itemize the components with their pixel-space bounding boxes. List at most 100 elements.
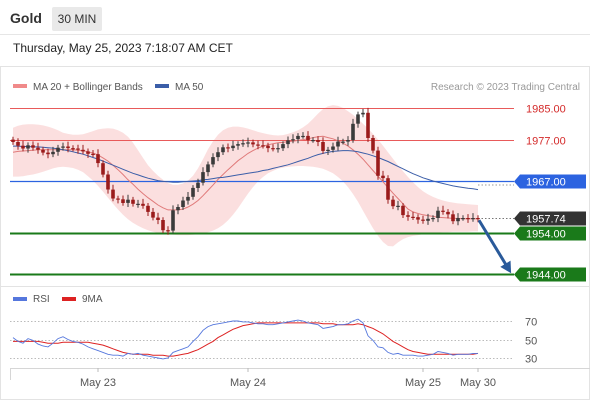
- ma20-line: [12, 135, 478, 220]
- candle-body: [301, 135, 305, 138]
- candle-body: [211, 157, 215, 165]
- candle: [21, 140, 25, 152]
- candle-body: [461, 218, 465, 220]
- candle-body: [291, 139, 295, 141]
- arrow-shaft: [477, 219, 510, 269]
- timeframe-button[interactable]: 30 MIN: [52, 7, 102, 31]
- candle: [411, 211, 415, 220]
- candle: [136, 199, 140, 208]
- candle: [26, 142, 30, 153]
- candle: [61, 142, 65, 151]
- candle-body: [321, 142, 325, 151]
- candle-body: [416, 217, 420, 220]
- candle: [141, 198, 145, 209]
- candle-body: [366, 112, 370, 138]
- candle-body: [141, 203, 145, 206]
- candle: [276, 143, 280, 153]
- candle-body: [361, 112, 365, 115]
- rsi-9ma-line: [13, 322, 479, 357]
- header-divider: [0, 34, 590, 35]
- candle-body: [376, 150, 380, 176]
- candle-body: [226, 147, 230, 149]
- candle-body: [56, 147, 60, 152]
- candle: [461, 215, 465, 221]
- candle: [406, 211, 410, 221]
- candle-body: [71, 148, 75, 150]
- legend-label-ma50: MA 50: [175, 82, 204, 93]
- candle-body: [196, 182, 200, 188]
- candle-body: [206, 164, 210, 173]
- candle: [231, 140, 235, 151]
- candle-body: [116, 198, 120, 200]
- candle-body: [316, 140, 320, 142]
- candle-body: [251, 142, 255, 145]
- legend-ma50: MA 50: [155, 82, 204, 93]
- rsi-line: [12, 318, 478, 360]
- candle: [236, 141, 240, 150]
- candle: [456, 213, 460, 226]
- candle: [291, 134, 295, 144]
- candle: [376, 146, 380, 180]
- candle-body: [236, 144, 240, 146]
- candle-body: [151, 211, 155, 218]
- candle: [446, 209, 450, 219]
- candle: [176, 204, 180, 215]
- candle: [166, 226, 170, 235]
- candle: [256, 140, 260, 150]
- candle: [171, 205, 175, 234]
- arrow-head: [500, 260, 512, 274]
- level-label-text: 1944.00: [526, 270, 566, 282]
- candle-body: [51, 151, 55, 155]
- candle: [211, 153, 215, 168]
- candle-body: [96, 154, 100, 164]
- candle-body: [11, 139, 15, 142]
- candle-body: [31, 145, 35, 148]
- candle: [326, 146, 330, 155]
- candle-body: [286, 140, 290, 145]
- candle-body: [386, 178, 390, 200]
- candle: [396, 200, 400, 211]
- candle: [346, 136, 350, 146]
- level-labels: 1985.00 1977.00 1967.00 1957.74 1954.00 1944.…: [514, 104, 586, 282]
- ma50-line: [13, 145, 479, 191]
- candle-body: [166, 230, 170, 232]
- candle: [111, 184, 115, 202]
- x-tick-label: May 30: [460, 377, 496, 389]
- candle: [416, 214, 420, 224]
- candle-body: [106, 174, 110, 190]
- candle: [196, 178, 200, 192]
- level-label-text: 1957.74: [526, 214, 566, 226]
- chart-datetime: Thursday, May 25, 2023 7:18:07 AM CET: [13, 41, 233, 55]
- candle: [381, 170, 385, 181]
- candle: [76, 144, 80, 154]
- candle: [371, 135, 375, 154]
- candle: [386, 175, 390, 204]
- candle-body: [271, 148, 275, 150]
- candle-body: [221, 147, 225, 153]
- candle: [181, 196, 185, 210]
- candle: [431, 215, 435, 222]
- candle: [296, 133, 300, 144]
- candle-body: [431, 218, 435, 220]
- candle: [451, 210, 455, 225]
- candle: [286, 136, 290, 149]
- bollinger-band-fill: [13, 105, 478, 247]
- candle-body: [16, 142, 20, 146]
- candle: [281, 141, 285, 151]
- candle-body: [261, 145, 265, 147]
- legend-ma20-bollinger: MA 20 + Bollinger Bands: [13, 82, 143, 93]
- bollinger-bands: [13, 105, 478, 247]
- candle-body: [356, 114, 360, 124]
- instrument-title: Gold: [10, 10, 42, 26]
- candle-body: [266, 145, 270, 149]
- level-label-1977.00: 1977.00: [526, 136, 566, 148]
- candle: [86, 148, 90, 158]
- candle-body: [421, 219, 425, 221]
- x-axis: May 23 May 24 May 25 May 30: [10, 368, 496, 389]
- candle-body: [346, 140, 350, 142]
- candle: [241, 139, 245, 147]
- candle-body: [446, 211, 450, 215]
- candle-body: [171, 210, 175, 231]
- candle-body: [231, 145, 235, 149]
